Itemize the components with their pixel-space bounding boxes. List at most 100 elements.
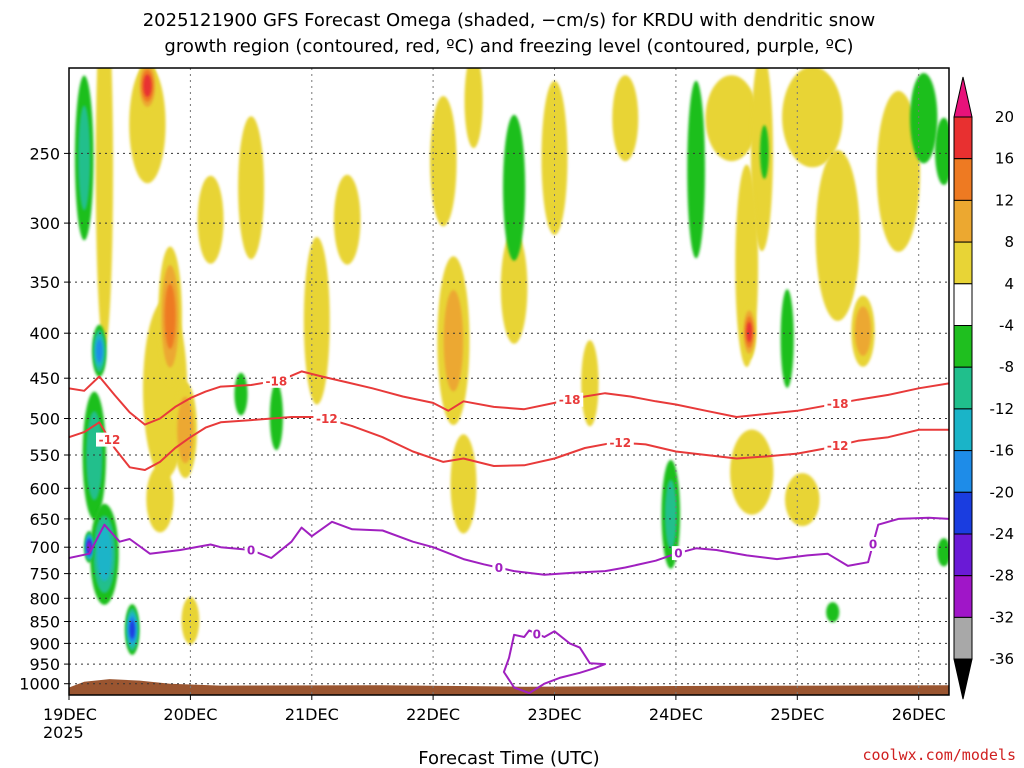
plot-area: -18 -18 -18 -12 -12 -12 -12 0 0 0 0 0 (68, 67, 950, 696)
y-tick-label: 900 (29, 634, 60, 653)
omega-cell (742, 304, 757, 360)
colorbar-swatch (953, 450, 973, 493)
y-tick-label: 500 (29, 410, 60, 429)
contour-label: 0 (674, 547, 682, 561)
colorbar-swatch (953, 158, 973, 201)
omega-band (664, 479, 677, 549)
omega-band (612, 75, 639, 162)
colorbar-swatch (953, 491, 973, 535)
x-tick-label: 22DEC (406, 705, 460, 724)
colorbar-tick-label: -36 (990, 650, 1015, 668)
omega-band (780, 289, 794, 388)
omega-band (705, 75, 758, 162)
omega-band (541, 80, 568, 236)
y-tick-label: 800 (29, 589, 60, 608)
omega-band (443, 290, 464, 392)
x-tick-label: 20DEC (163, 705, 217, 724)
colorbar-tick-label: -8 (999, 358, 1014, 376)
contour-label-bg (606, 435, 634, 450)
omega-cell (146, 465, 174, 533)
omega-cell (661, 459, 681, 569)
x-axis-label: Forecast Time (UTC) (418, 748, 599, 768)
omega-band (581, 340, 599, 427)
contour-label-bg (824, 396, 852, 411)
contour-label: -18 (559, 393, 581, 407)
contour-label: 0 (533, 627, 541, 641)
colorbar-bottom-arrow (953, 658, 973, 700)
x-tick-label: 25DEC (770, 705, 824, 724)
contour-label-bg (671, 546, 685, 561)
colorbar-tick-label: -28 (990, 567, 1015, 585)
omega-cell (910, 73, 938, 164)
omega-cell (581, 340, 599, 427)
omega-cell (74, 75, 94, 241)
omega-band (333, 174, 361, 265)
y-tick-label: 350 (29, 273, 60, 292)
credit-text: coolwx.com/models (862, 746, 1016, 764)
omega-cell (935, 117, 949, 185)
omega-band (785, 473, 820, 527)
colorbar-swatch (953, 616, 973, 660)
omega-cell (826, 602, 840, 623)
omega-band (96, 527, 112, 581)
omega-cell (612, 75, 639, 162)
contour-label: 0 (869, 538, 877, 552)
contour-label-bg (824, 438, 852, 453)
omega-cell (815, 150, 860, 321)
omega-cell (92, 324, 107, 377)
omega-band (177, 396, 194, 464)
omega-band (87, 542, 91, 552)
y-tick-label: 1000 (19, 675, 60, 694)
chart-title-line-2: growth region (contoured, red, ºC) and f… (164, 36, 853, 57)
contour-label-bg (866, 537, 880, 551)
colorbar-tick-label: 12 (995, 191, 1014, 209)
y-axis: 250 300 350 400 450 500 550 600 650 700 750 800 850 9… (19, 144, 69, 694)
omega-cell (500, 231, 528, 344)
contour-lines: -18 -18 -18 -12 -12 -12 -12 0 0 0 0 0 (69, 370, 949, 695)
contour-label: -12 (316, 412, 338, 426)
x-tick-label: 26DEC (892, 705, 946, 724)
omega-cell (82, 391, 107, 520)
y-tick-label: 850 (29, 613, 60, 632)
colorbar-swatch (953, 533, 973, 577)
y-tick-label: 600 (29, 479, 60, 498)
contour-label-bg (244, 543, 258, 557)
colorbar-tick-label: 4 (1004, 275, 1014, 293)
omega-band (876, 90, 921, 252)
colorbar-swatch (953, 199, 973, 243)
omega-band (687, 80, 705, 259)
omega-cell (234, 372, 248, 416)
contour-label-bg (531, 626, 542, 641)
omega-cell (333, 174, 361, 265)
omega-cell (430, 96, 457, 227)
omega-cell (785, 473, 820, 527)
omega-band (96, 339, 103, 363)
colorbar-tick-label: -12 (990, 400, 1015, 418)
x-tick-label: 24DEC (649, 705, 703, 724)
colorbar-tick-label: -20 (990, 483, 1015, 501)
omega-band (197, 175, 224, 264)
omega-cell (158, 246, 183, 387)
colorbar-tick-label: -4 (999, 317, 1014, 335)
colorbar-swatch (953, 116, 973, 160)
omega-cell (124, 604, 140, 655)
omega-cell (502, 114, 526, 261)
omega-band (129, 68, 166, 184)
omega-cell (129, 68, 166, 184)
colorbar-swatch (953, 366, 973, 410)
contour-label: -12 (609, 436, 631, 450)
colorbar-tick-label: -24 (990, 525, 1015, 543)
y-tick-label: 700 (29, 538, 60, 557)
omega-band (129, 620, 135, 639)
y-tick-label: 550 (29, 446, 60, 465)
omega-cell (238, 116, 265, 260)
omega-band (500, 231, 528, 344)
omega-cell (95, 68, 114, 349)
x-tick-label: 23DEC (528, 705, 582, 724)
colorbar-swatch (953, 408, 973, 452)
omega-cell (137, 68, 158, 112)
y-tick-label: 300 (29, 214, 60, 233)
omega-band (937, 538, 949, 567)
